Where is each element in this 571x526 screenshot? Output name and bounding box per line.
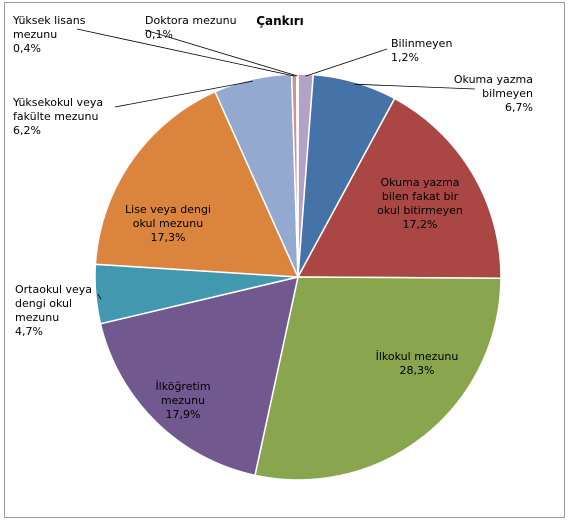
slice-label-line: Lise veya dengi bbox=[125, 203, 211, 216]
leader-line bbox=[97, 293, 102, 300]
slice-label: Bilinmeyen 1,2% bbox=[391, 37, 452, 64]
slice-label-line: 17,9% bbox=[166, 408, 201, 421]
slice-label-line: Yüksekokul veya bbox=[12, 96, 103, 109]
slice-label-line: okul bitirmeyen bbox=[377, 204, 463, 217]
slice-label-line: 0,1% bbox=[145, 28, 173, 41]
leader-line bbox=[144, 29, 298, 77]
slice-label: Yüksek lisans mezunu 0,4% bbox=[12, 14, 86, 55]
slice-label-line: 1,2% bbox=[391, 51, 419, 64]
pie-slice bbox=[99, 275, 299, 477]
slice-label-line: Yüksek lisans bbox=[12, 14, 86, 27]
slice-label-line: Okuma yazma bbox=[380, 176, 459, 189]
slice-label-line: 0,4% bbox=[13, 42, 41, 55]
slice-label: İlköğretim mezunu 17,9% bbox=[155, 380, 210, 421]
slice-label: Lise veya dengi okul mezunu 17,3% bbox=[125, 203, 211, 244]
slice-label-line: fakülte mezunu bbox=[13, 110, 98, 123]
leader-line bbox=[305, 48, 388, 77]
slice-label-line: mezunu bbox=[13, 28, 57, 41]
leader-line bbox=[76, 28, 295, 77]
slice-label: Doktora mezunu 0,1% bbox=[145, 14, 237, 41]
slice-label-line: mezunu bbox=[161, 394, 205, 407]
slice-label-line: Okuma yazma bbox=[454, 73, 533, 86]
slice-label-line: mezunu bbox=[15, 311, 59, 324]
slice-label-line: Ortaokul veya bbox=[15, 283, 92, 296]
slice-label-line: bilmeyen bbox=[482, 87, 533, 100]
chart-frame: Çankırı Bilinmeyen 1,2% Okuma yazma bilmeye… bbox=[4, 2, 565, 518]
leader-line bbox=[114, 80, 253, 108]
slice-label-line: Doktora mezunu bbox=[145, 14, 237, 27]
slice-label-line: bilen fakat bir bbox=[382, 190, 459, 203]
pie-slice bbox=[296, 97, 502, 280]
slice-label-line: 6,7% bbox=[505, 101, 533, 114]
slice-label-line: İlköğretim bbox=[155, 380, 210, 393]
slice-label-line: 4,7% bbox=[15, 325, 43, 338]
pie-slice bbox=[295, 73, 299, 278]
leader-lines bbox=[76, 28, 476, 300]
slice-label-line: okul mezunu bbox=[133, 217, 203, 230]
pie-slice bbox=[254, 276, 502, 481]
slice-label: Ortaokul veya dengi okul mezunu 4,7% bbox=[15, 283, 92, 338]
chart-title: Çankırı bbox=[256, 14, 304, 28]
slice-label-line: Bilinmeyen bbox=[391, 37, 452, 50]
pie-chart: Çankırı Bilinmeyen 1,2%Okuma yazma bilmeye… bbox=[12, 14, 533, 481]
pie-slices bbox=[94, 73, 502, 481]
slice-label-line: 28,3% bbox=[400, 364, 435, 377]
slice-label-line: 17,3% bbox=[151, 231, 186, 244]
slice-label-line: İlkokul mezunu bbox=[376, 350, 459, 363]
pie-slice bbox=[94, 90, 300, 278]
slice-label-line: 17,2% bbox=[403, 218, 438, 231]
slice-label: Yüksekokul veya fakülte mezunu 6,2% bbox=[12, 96, 103, 137]
leader-line bbox=[354, 83, 476, 90]
slice-label-line: 6,2% bbox=[13, 124, 41, 137]
slice-label: Okuma yazma bilmeyen 6,7% bbox=[454, 73, 533, 114]
slice-label: İlkokul mezunu 28,3% bbox=[376, 350, 459, 377]
slice-labels: Bilinmeyen 1,2%Okuma yazma bilmeyen 6,7%Oku… bbox=[12, 14, 533, 421]
slice-label-line: dengi okul bbox=[15, 297, 72, 310]
slice-label: Okuma yazma bilen fakat bir okul bitirmeye… bbox=[377, 176, 463, 231]
